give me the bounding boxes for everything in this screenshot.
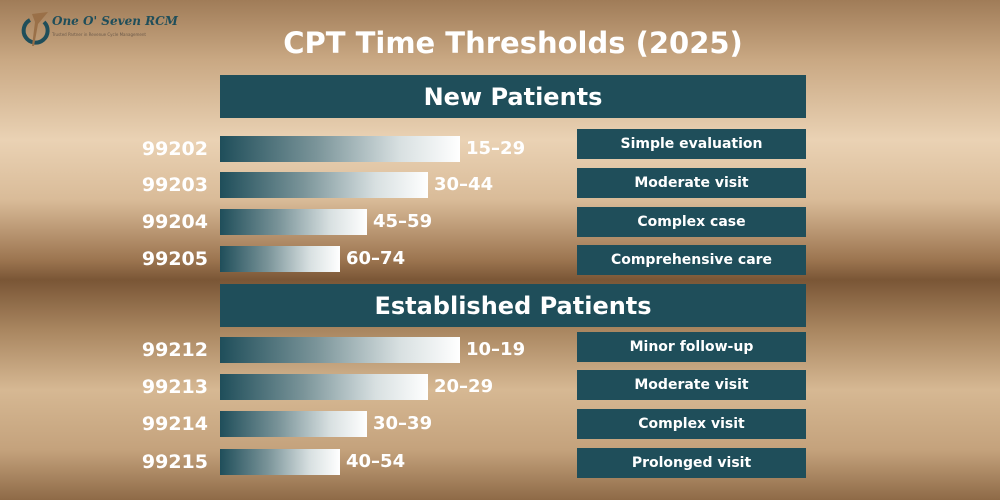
time-bar (220, 172, 428, 198)
page-title: CPT Time Thresholds (2025) (283, 26, 743, 60)
time-range: 40–54 (346, 451, 406, 472)
visit-description: Minor follow-up (577, 332, 806, 362)
time-bar (220, 411, 367, 437)
time-bar (220, 209, 367, 235)
time-bar (220, 337, 460, 363)
time-range: 20–29 (434, 376, 494, 397)
visit-description: Simple evaluation (577, 129, 806, 159)
cpt-code: 99202 (141, 138, 208, 160)
cpt-code: 99212 (141, 339, 208, 361)
time-range: 30–44 (434, 174, 494, 195)
logo-mark-icon (21, 12, 50, 46)
time-bar (220, 449, 340, 475)
section-heading: Established Patients (220, 284, 806, 327)
cpt-code: 99205 (141, 248, 208, 270)
visit-description: Complex case (577, 207, 806, 237)
time-range: 30–39 (373, 413, 433, 434)
cpt-code: 99203 (141, 174, 208, 196)
visit-description: Moderate visit (577, 168, 806, 198)
cpt-code: 99214 (141, 413, 208, 435)
visit-description: Complex visit (577, 409, 806, 439)
visit-description: Comprehensive care (577, 245, 806, 275)
visit-description: Prolonged visit (577, 448, 806, 478)
time-bar (220, 246, 340, 272)
section-heading: New Patients (220, 75, 806, 118)
cpt-code: 99204 (141, 211, 208, 233)
visit-description: Moderate visit (577, 370, 806, 400)
cpt-code: 99215 (141, 451, 208, 473)
cpt-code: 99213 (141, 376, 208, 398)
logo: One O' Seven RCM Trusted Partner in Reve… (18, 10, 188, 50)
logo-tagline: Trusted Partner in Revenue Cycle Managem… (52, 32, 146, 37)
time-range: 15–29 (466, 138, 526, 159)
logo-name: One O' Seven RCM (52, 14, 178, 28)
time-bar (220, 136, 460, 162)
time-range: 45–59 (373, 211, 433, 232)
time-range: 60–74 (346, 248, 406, 269)
time-range: 10–19 (466, 339, 526, 360)
time-bar (220, 374, 428, 400)
